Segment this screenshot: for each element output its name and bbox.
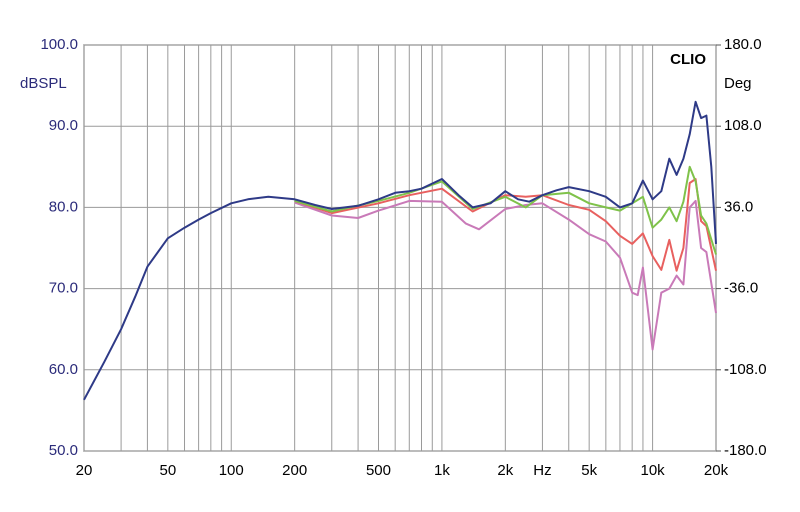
- y-tick-label: 60.0: [49, 361, 78, 378]
- y-tick-label: 70.0: [49, 280, 78, 297]
- x-tick-label: 5k: [581, 462, 597, 479]
- x-tick-label: 20k: [704, 462, 729, 479]
- x-tick-label: 20: [76, 462, 93, 479]
- x-tick-label: 50: [159, 462, 176, 479]
- annotation: CLIO: [670, 51, 706, 68]
- y2-tick-label: 108.0: [724, 117, 762, 134]
- x-tick-label: Hz: [533, 462, 551, 479]
- y2-tick-label: -180.0: [724, 442, 767, 459]
- x-tick-label: 2k: [497, 462, 513, 479]
- y-axis-label: dBSPL: [20, 75, 67, 92]
- x-tick-label: 1k: [434, 462, 450, 479]
- y2-axis-label: Deg: [724, 75, 752, 92]
- y2-tick-label: 36.0: [724, 198, 753, 215]
- y2-tick-label: -36.0: [724, 280, 758, 297]
- x-tick-label: 100: [219, 462, 244, 479]
- series-line: [294, 178, 717, 272]
- y-tick-label: 90.0: [49, 117, 78, 134]
- x-tick-label: 10k: [640, 462, 665, 479]
- y-tick-label: 100.0: [40, 36, 78, 53]
- y-tick-label: 50.0: [49, 442, 78, 459]
- y2-tick-label: 180.0: [724, 36, 762, 53]
- x-tick-label: 500: [366, 462, 391, 479]
- y2-tick-label: -108.0: [724, 361, 767, 378]
- series-line: [294, 165, 717, 255]
- x-tick-label: 200: [282, 462, 307, 479]
- y-tick-label: 80.0: [49, 198, 78, 215]
- series-line: [294, 199, 717, 351]
- series-line: [83, 100, 717, 401]
- plot-area: [83, 44, 717, 452]
